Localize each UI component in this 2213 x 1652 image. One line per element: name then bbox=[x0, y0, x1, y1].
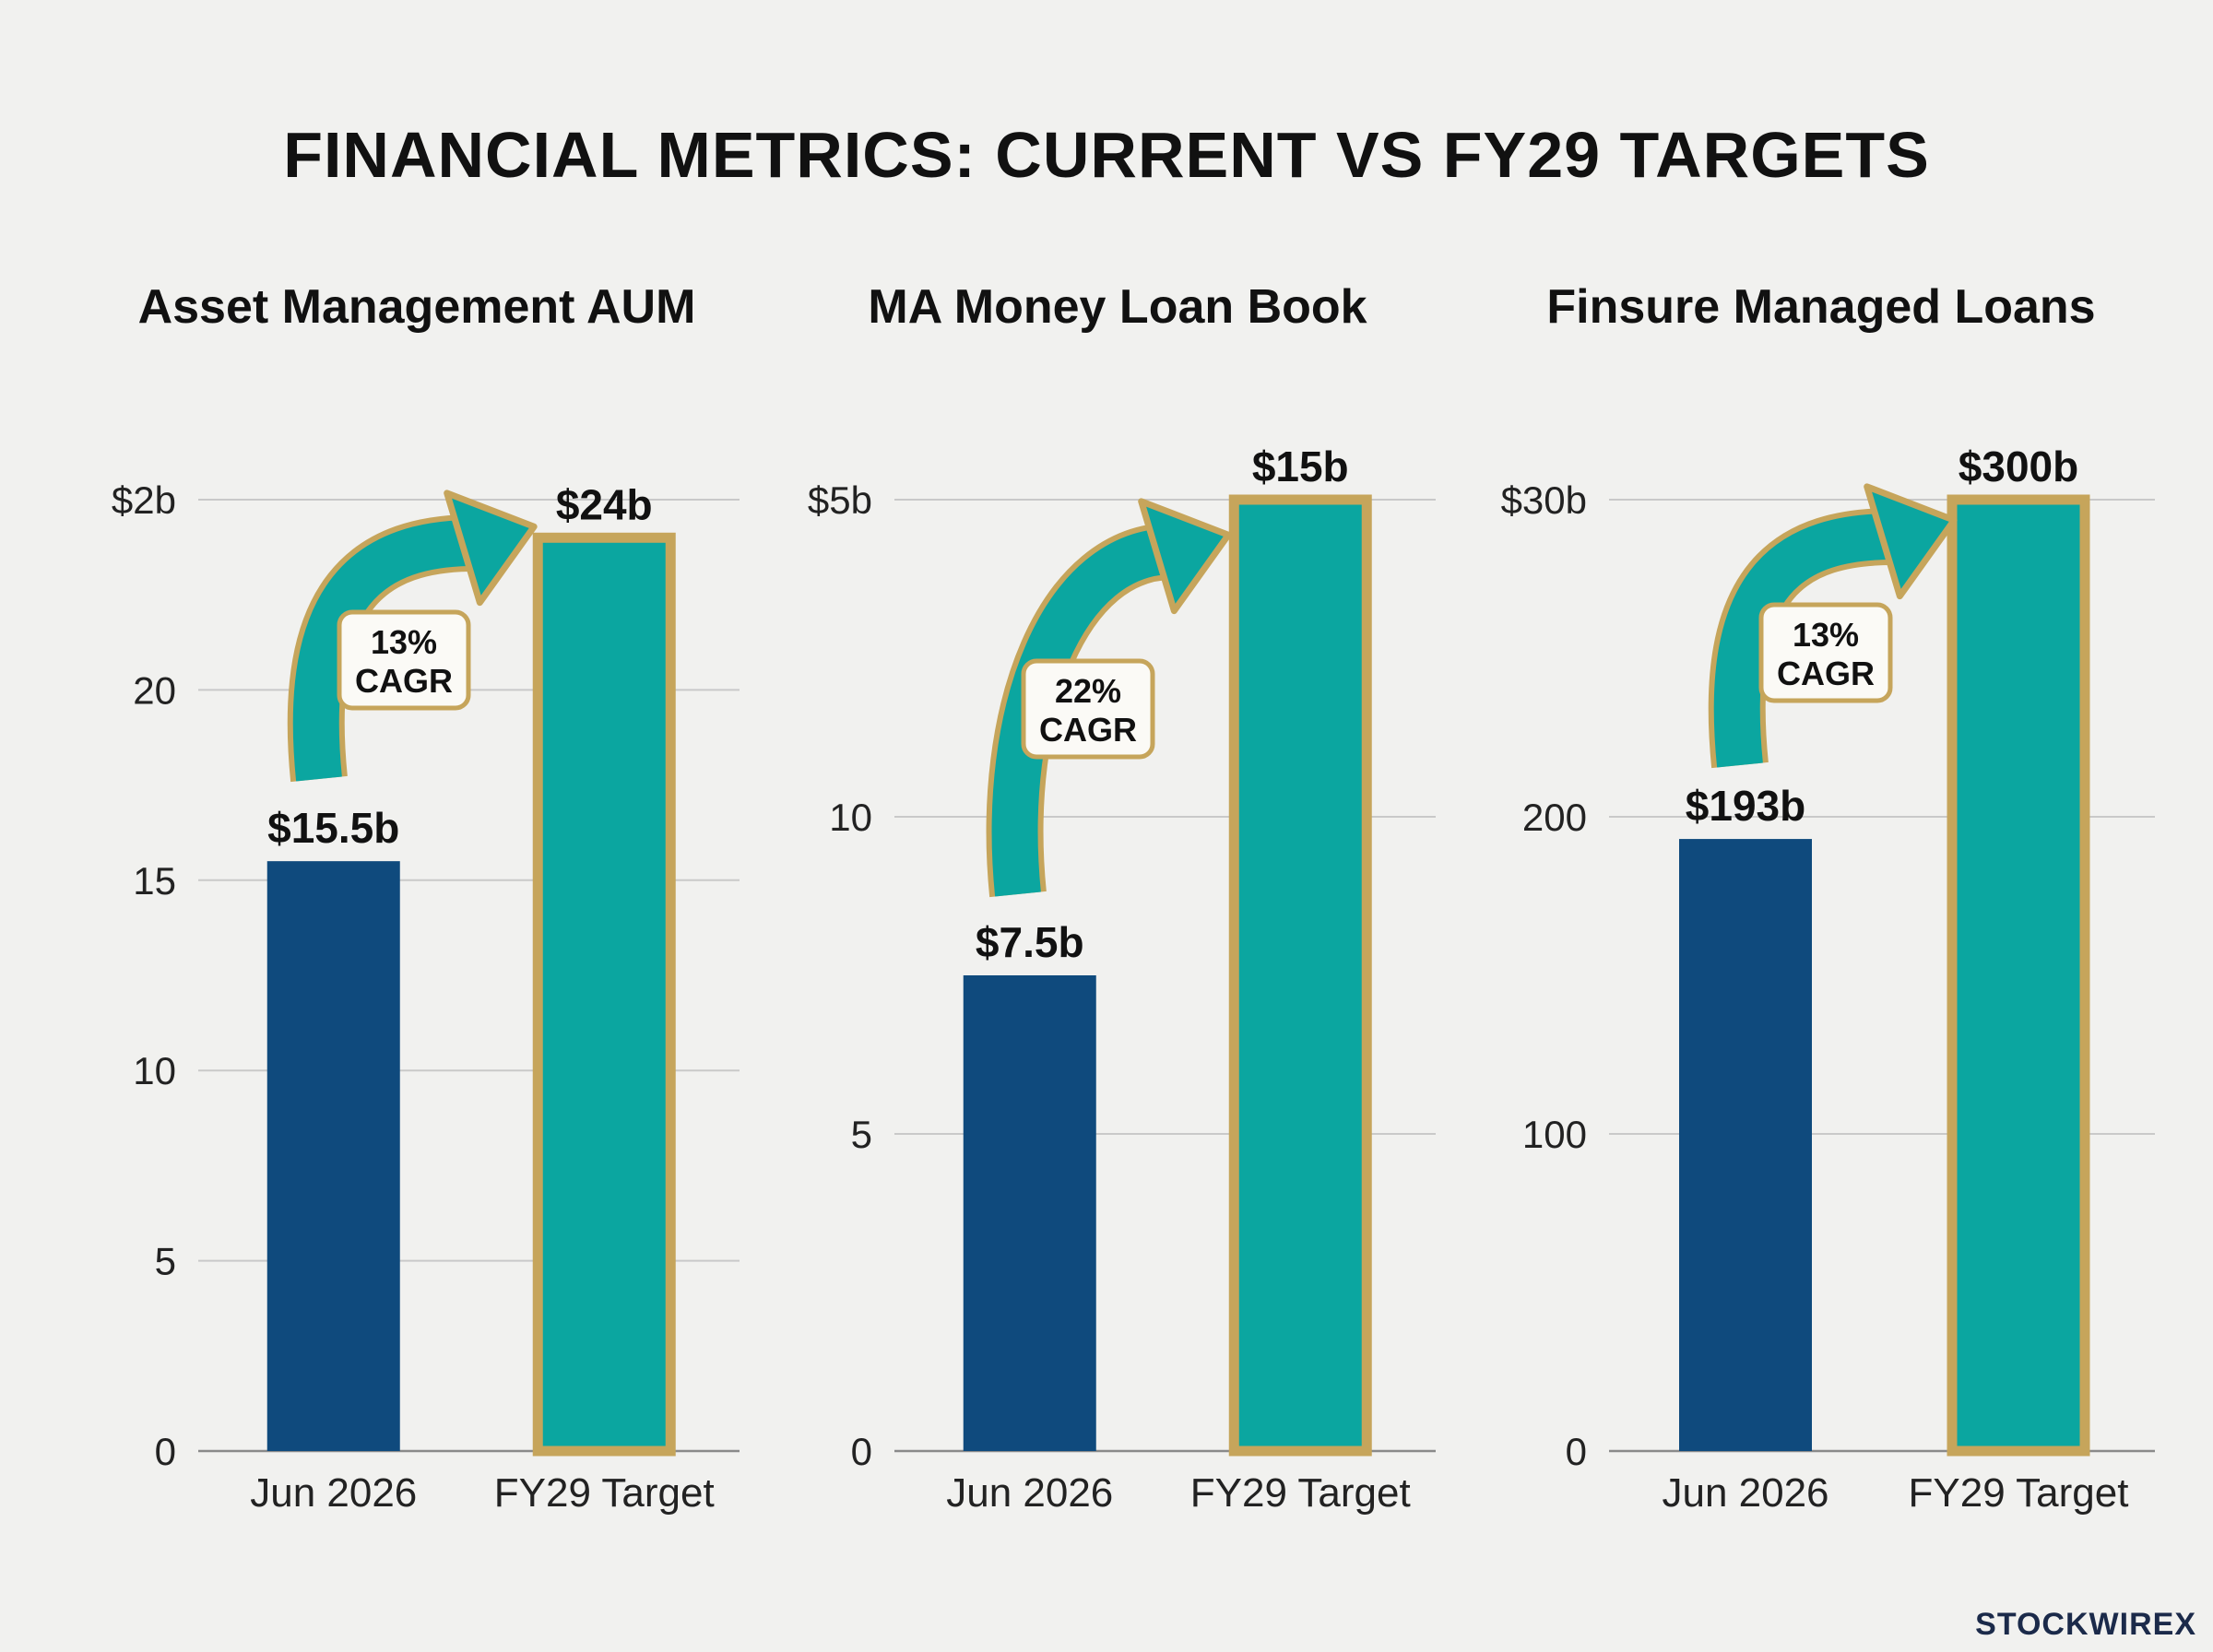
arrow-head bbox=[1138, 498, 1232, 615]
bar-current bbox=[963, 975, 1096, 1451]
y-tick-label: $30b bbox=[1501, 478, 1587, 522]
data-label: $7.5b bbox=[976, 918, 1084, 966]
chart-panel-2: MA Money Loan Book 0 5 10 $5b $7.5b Jun 2026 $1… bbox=[808, 280, 1436, 1516]
y-tick-label: 15 bbox=[133, 859, 176, 903]
cagr-value: 13% bbox=[1793, 616, 1859, 654]
brand-mark: X bbox=[2174, 1607, 2196, 1642]
growth-arrow-icon bbox=[1713, 513, 1900, 768]
chart-panel-1: Asset Management AUM 0 5 10 15 20 $2b $15.5b Jun… bbox=[112, 280, 740, 1516]
cagr-value: 22% bbox=[1055, 672, 1121, 710]
arrow-head bbox=[1864, 483, 1958, 600]
bar-target bbox=[1228, 494, 1372, 1457]
y-tick-label: $5b bbox=[808, 478, 872, 522]
y-tick-label: 20 bbox=[133, 668, 176, 712]
bar-target bbox=[1947, 494, 2090, 1457]
cagr-badge bbox=[1758, 602, 1893, 703]
page-title: FINANCIAL METRICS: CURRENT VS FY29 TARGE… bbox=[283, 119, 1930, 191]
chart-title: MA Money Loan Book bbox=[868, 280, 1367, 334]
chart-title: Finsure Managed Loans bbox=[1546, 280, 2095, 334]
y-tick-label: 0 bbox=[851, 1430, 872, 1473]
x-tick-label: Jun 2026 bbox=[1662, 1470, 1828, 1516]
brand-name: STOCKWIRE bbox=[1975, 1607, 2175, 1642]
arrow-head bbox=[444, 490, 538, 607]
chart-title: Asset Management AUM bbox=[138, 280, 696, 334]
x-tick-label: Jun 2026 bbox=[946, 1470, 1113, 1516]
cagr-label: CAGR bbox=[355, 662, 453, 700]
cagr-value: 13% bbox=[371, 623, 437, 661]
data-label: $24b bbox=[556, 480, 653, 528]
y-tick-label: 10 bbox=[133, 1049, 176, 1092]
cagr-label: CAGR bbox=[1039, 711, 1137, 749]
y-tick-label: 200 bbox=[1522, 796, 1587, 839]
y-tick-label: 10 bbox=[829, 796, 872, 839]
cagr-label: CAGR bbox=[1777, 655, 1875, 692]
data-label: $15.5b bbox=[267, 804, 399, 852]
data-label: $193b bbox=[1686, 782, 1805, 830]
bar-current bbox=[1679, 839, 1812, 1451]
growth-arrow-icon bbox=[991, 527, 1175, 897]
y-tick-label: 5 bbox=[851, 1113, 872, 1156]
x-tick-label: FY29 Target bbox=[1909, 1470, 2129, 1516]
x-tick-label: FY29 Target bbox=[1190, 1470, 1411, 1516]
data-label: $300b bbox=[1959, 442, 2078, 490]
x-tick-label: Jun 2026 bbox=[250, 1470, 417, 1516]
y-tick-label: 100 bbox=[1522, 1113, 1587, 1156]
x-tick-label: FY29 Target bbox=[494, 1470, 715, 1516]
chart-panel-3: Finsure Managed Loans 0 100 200 $30b $193b Jun… bbox=[1501, 280, 2155, 1516]
data-label: $15b bbox=[1252, 442, 1349, 490]
cagr-badge bbox=[337, 609, 471, 711]
y-tick-label: 0 bbox=[1566, 1430, 1587, 1473]
brand-logo: STOCKWIREX bbox=[1975, 1607, 2196, 1643]
growth-arrow-icon bbox=[292, 519, 480, 782]
bar-current bbox=[266, 861, 400, 1451]
bar-target bbox=[532, 532, 676, 1457]
cagr-badge bbox=[1021, 658, 1155, 760]
y-tick-label: 5 bbox=[155, 1240, 176, 1283]
y-tick-label: $2b bbox=[112, 478, 176, 522]
y-tick-label: 0 bbox=[155, 1430, 176, 1473]
